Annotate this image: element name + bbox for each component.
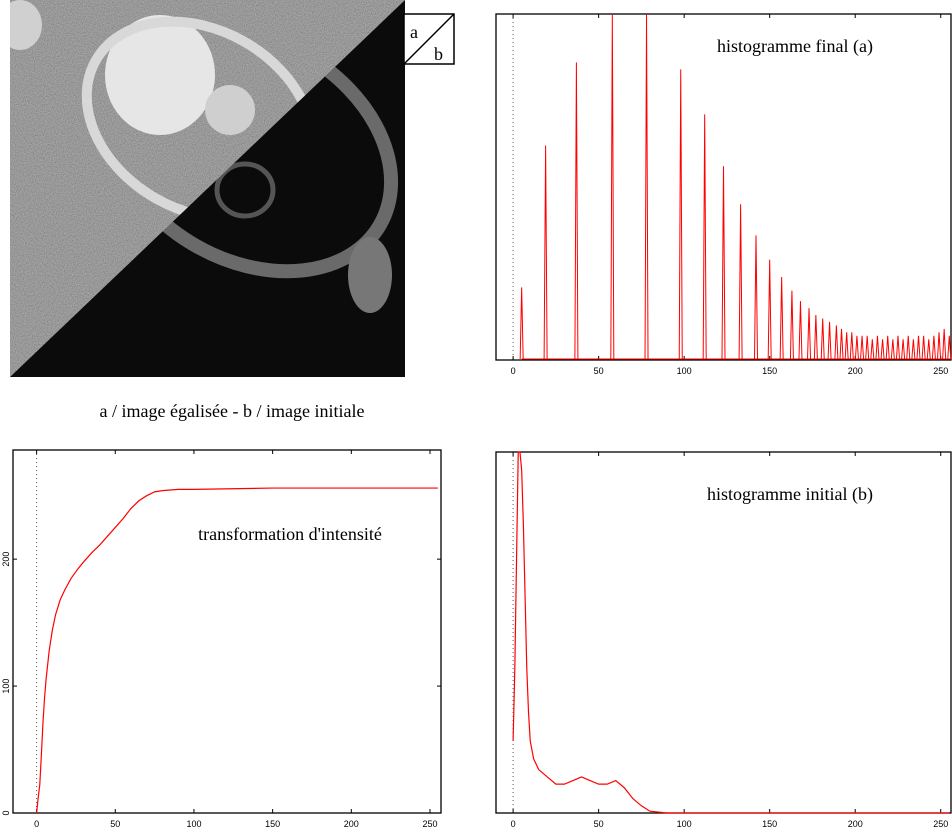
spike	[844, 332, 849, 360]
spike	[937, 332, 942, 360]
x-tick-label: 150	[762, 366, 777, 376]
spike	[906, 335, 911, 360]
inset-label: a	[410, 22, 418, 42]
y-tick-label: 0	[1, 810, 11, 815]
spike	[849, 332, 854, 360]
y-tick-label: 100	[1, 679, 11, 694]
spike	[942, 328, 947, 360]
spike	[895, 335, 900, 360]
spike	[931, 335, 936, 360]
spike	[721, 166, 726, 360]
spike	[798, 301, 803, 360]
x-tick-label: 100	[186, 819, 201, 829]
mri-image	[10, 0, 405, 377]
spike	[702, 114, 707, 360]
x-tick-label: 50	[594, 819, 604, 829]
x-tick-label: 250	[933, 819, 948, 829]
annotation: histogramme initial (b)	[707, 484, 873, 505]
spike	[947, 335, 952, 360]
x-tick-label: 200	[848, 819, 863, 829]
x-tick-label: 100	[677, 819, 692, 829]
y-tick-label: 200	[1, 552, 11, 567]
spike	[827, 321, 832, 360]
plot-frame	[495, 451, 952, 814]
spike	[813, 315, 818, 360]
spike	[926, 339, 931, 360]
caption: a / image égalisée - b / image initiale	[100, 401, 365, 421]
x-tick-label: 250	[933, 366, 948, 376]
spike	[678, 69, 683, 360]
x-tick-label: 250	[422, 819, 437, 829]
annotation: transformation d'intensité	[198, 524, 382, 544]
spike	[574, 62, 579, 360]
spike	[880, 339, 885, 360]
curve	[512, 451, 950, 814]
spike	[865, 335, 870, 360]
x-tick-label: 150	[762, 819, 777, 829]
spike	[834, 325, 839, 360]
x-tick-label: 0	[34, 819, 39, 829]
spike	[885, 335, 890, 360]
x-tick-label: 150	[265, 819, 280, 829]
x-tick-label: 100	[677, 366, 692, 376]
x-tick-label: 0	[511, 366, 516, 376]
x-tick-label: 200	[848, 366, 863, 376]
spike	[839, 328, 844, 360]
plot-frame	[12, 449, 442, 814]
spike	[767, 259, 772, 360]
spike	[875, 335, 880, 360]
spike	[890, 339, 895, 360]
spike	[820, 318, 825, 360]
x-tick-label: 50	[110, 819, 120, 829]
spike	[911, 339, 916, 360]
plot-frame	[495, 13, 952, 361]
spike	[854, 335, 859, 360]
spike	[644, 13, 649, 360]
x-tick-label: 0	[511, 819, 516, 829]
spike	[870, 339, 875, 360]
spike	[807, 308, 812, 360]
spike	[543, 145, 548, 360]
spike	[738, 204, 743, 360]
spike	[789, 290, 794, 360]
spike	[519, 287, 524, 360]
curve	[36, 487, 438, 814]
spike	[779, 276, 784, 360]
spike	[610, 13, 615, 360]
annotation: histogramme final (a)	[717, 36, 873, 57]
spike	[754, 235, 758, 360]
x-tick-label: 50	[594, 366, 604, 376]
inset-divider	[403, 13, 455, 65]
spike	[860, 335, 865, 360]
spike	[916, 335, 921, 360]
inset-label: b	[434, 44, 443, 64]
spike	[921, 335, 926, 360]
spike	[901, 339, 906, 360]
x-tick-label: 200	[344, 819, 359, 829]
